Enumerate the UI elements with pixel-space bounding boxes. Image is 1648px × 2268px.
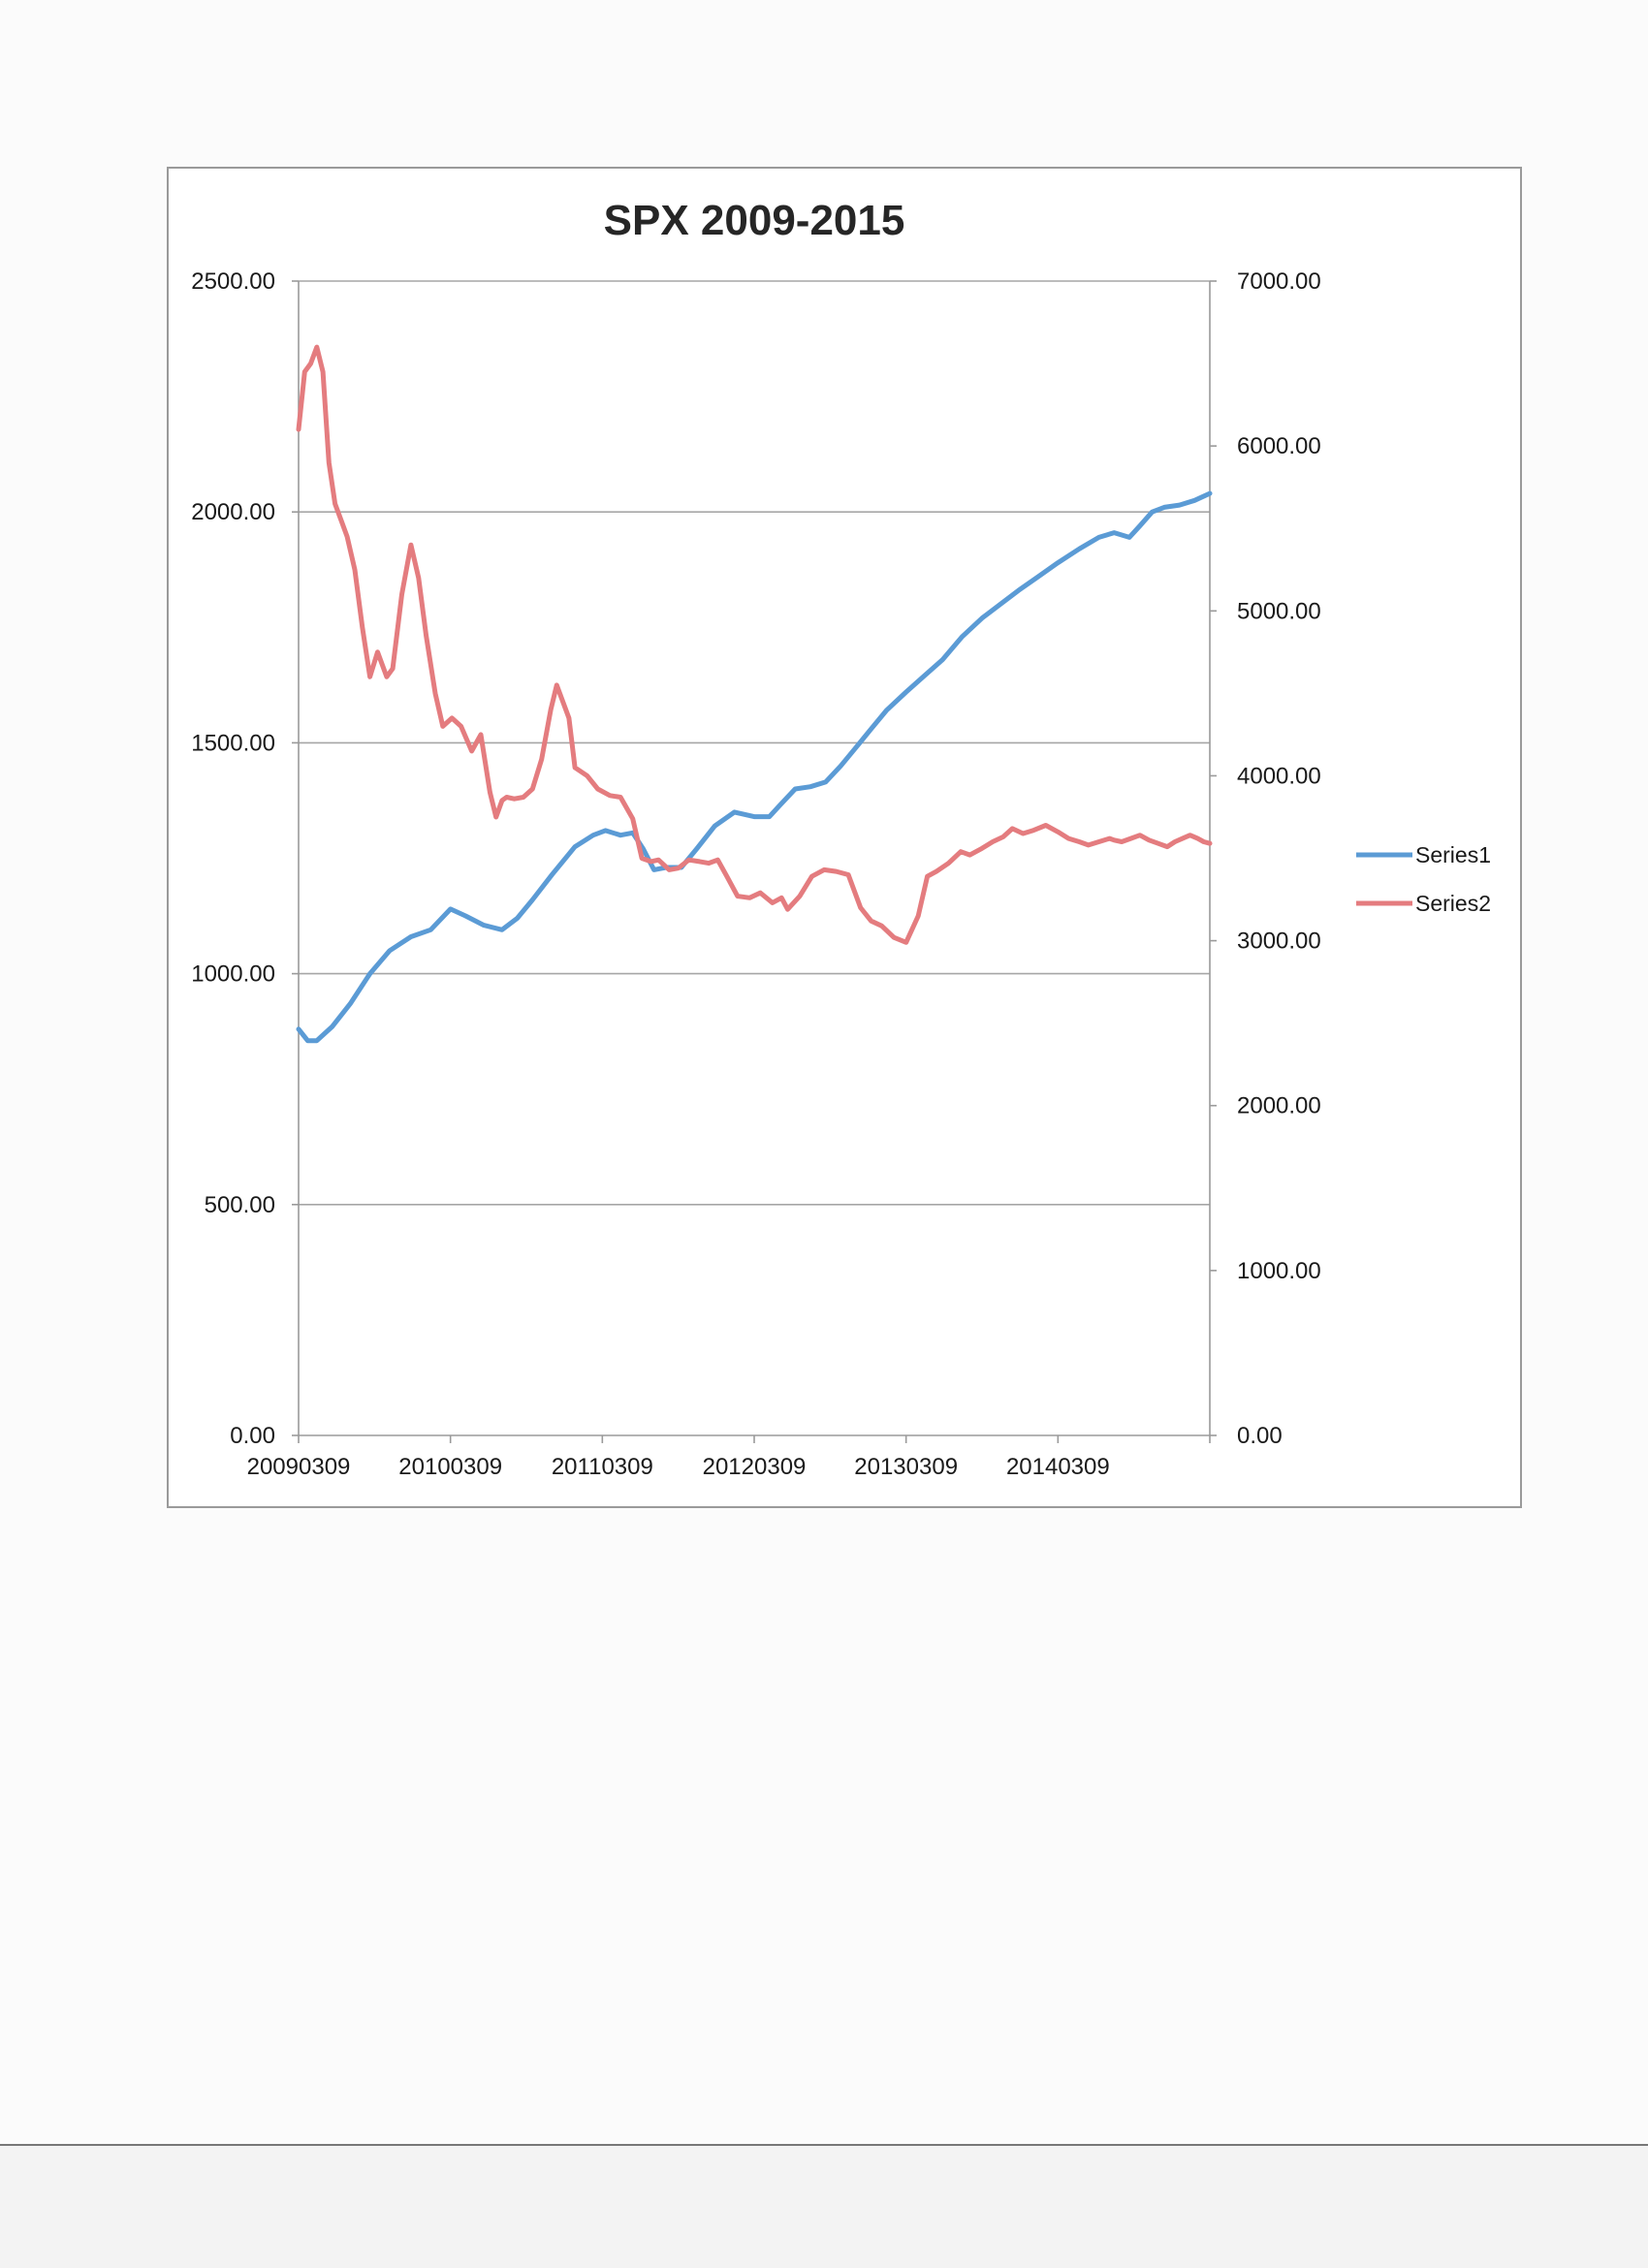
y-right-tick-label: 7000.00 <box>1237 268 1321 295</box>
x-tick-label: 20130309 <box>854 1454 958 1480</box>
series-lines <box>296 344 1213 1044</box>
legend-label-series2: Series2 <box>1415 891 1491 916</box>
chart-title: SPX 2009-2015 <box>604 197 905 244</box>
chart-area: 0.00 500.00 1000.00 1500.00 2000.00 2500.00 0… <box>167 167 1522 1508</box>
y-left-tick-label: 1500.00 <box>191 730 275 756</box>
y-right-tick-label: 1000.00 <box>1237 1258 1321 1284</box>
y-right-tick-label: 2000.00 <box>1237 1093 1321 1119</box>
y-left-tick-label: 500.00 <box>205 1192 275 1218</box>
y-left-tick-label: 2500.00 <box>191 268 275 295</box>
y-left-tick-label: 1000.00 <box>191 961 275 988</box>
x-tick-label: 20090309 <box>247 1454 351 1480</box>
y-left-tick-labels: 0.00 500.00 1000.00 1500.00 2000.00 2500.00 <box>191 268 299 1449</box>
gridlines <box>299 280 1210 1206</box>
legend-label-series1: Series1 <box>1415 842 1491 867</box>
y-right-tick-label: 5000.00 <box>1237 598 1321 624</box>
scanner-bottom-strip <box>0 2144 1648 2268</box>
y-left-tick-label: 2000.00 <box>191 499 275 525</box>
y-right-tick-label: 4000.00 <box>1237 763 1321 789</box>
chart-svg: 0.00 500.00 1000.00 1500.00 2000.00 2500.00 0… <box>191 197 1491 1480</box>
y-right-tick-labels: 0.00 1000.00 2000.00 3000.00 4000.00 5000.00 6… <box>1210 268 1321 1449</box>
series-line-series2 <box>296 344 1213 945</box>
x-tick-label: 20110309 <box>552 1454 653 1480</box>
x-tick-labels: 20090309 20100309 20110309 20120309 20130309… <box>247 1454 1110 1480</box>
x-tick-label: 20120309 <box>703 1454 807 1480</box>
x-tick-marks <box>298 1435 1211 1443</box>
x-tick-label: 20140309 <box>1006 1454 1110 1480</box>
y-right-tick-label: 6000.00 <box>1237 433 1321 459</box>
series-line-series1 <box>296 490 1213 1044</box>
y-right-tick-label: 0.00 <box>1237 1423 1283 1449</box>
legend: Series1 Series2 <box>1356 842 1491 916</box>
y-left-tick-label: 0.00 <box>230 1423 275 1449</box>
x-tick-label: 20100309 <box>398 1454 502 1480</box>
y-right-tick-label: 3000.00 <box>1237 929 1321 955</box>
